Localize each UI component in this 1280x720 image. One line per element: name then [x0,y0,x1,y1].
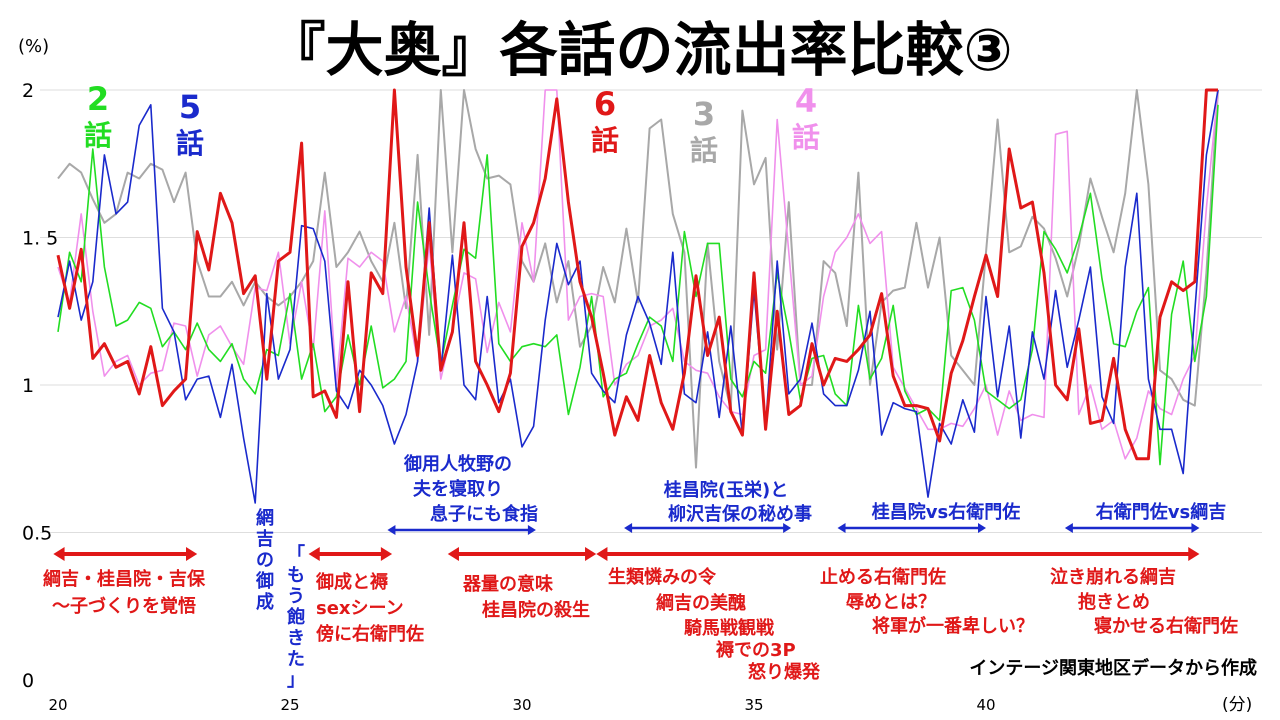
annotation-text: 泣き崩れる綱吉 [1050,566,1176,588]
y-tick-label: 2 [22,80,34,102]
annotation-text: 綱吉の美醜 [656,592,746,614]
series-line-2話 [57,104,1219,466]
annotation-arrow-head-right [783,523,792,533]
annotation-text: 将軍が一番卑しい？ [872,615,1034,637]
annotation-text: 右衛門佐vs綱吉 [1096,501,1226,523]
source-note: インテージ関東地区データから作成 [969,657,1257,679]
annotation-text: 息子にも食指 [430,503,538,525]
y-tick-label: 1. 5 [22,228,58,250]
annotation-vertical-char: の [256,550,274,571]
x-tick-label: 40 [976,696,995,714]
annotation-arrow-head-left [624,523,633,533]
series-label-number: 2 [87,80,109,118]
series-label-number: 6 [594,85,616,123]
annotation-arrow-head-right [1191,523,1200,533]
annotation-vertical-char: も [287,565,305,586]
annotation-text: 寝かせる右衛門佐 [1094,615,1238,637]
annotation-vertical-char: 飽 [286,606,305,628]
annotation-arrow-head-left [53,547,65,561]
annotation-text: 御用人牧野の [403,453,512,475]
annotation-text: 怒り爆発 [748,661,821,683]
x-tick-label: 25 [280,696,299,714]
annotation-vertical-char: 「 [287,543,305,565]
annotation-text: 柳沢吉保の秘め事 [668,503,812,525]
x-tick-label: 20 [48,696,67,714]
x-tick-label: 30 [512,696,531,714]
annotation-arrow-head-right [978,523,986,533]
annotation-text: 騎馬戦観戦 [684,617,775,639]
annotation-text: 生類憐みの令 [608,566,717,588]
annotation-text: 褥での3P [715,639,796,661]
series-label-kanji: 話 [176,127,204,160]
series-label-kanji: 話 [84,119,112,152]
y-tick-label: 0.5 [22,523,52,545]
chart-title: 『大奥』各話の流出率比較③ [267,16,1012,84]
annotation-vertical-char: た [287,649,305,670]
annotation-text: 綱吉・桂昌院・吉保 [43,568,206,590]
annotation-vertical-char: う [287,586,305,607]
annotation-vertical-char: 成 [256,591,274,613]
annotation-arrow-head-right [585,547,597,561]
annotation-vertical-char: 吉 [256,528,274,550]
annotation-vertical-char: 網 [256,507,274,529]
annotation-vertical-char: 」 [287,670,305,691]
y-tick-label: 1 [22,375,34,397]
annotation-arrow-head-left [1064,523,1073,533]
annotation-text: 夫を寝取り [413,478,503,500]
annotation-text: 傍に右衛門佐 [316,623,424,645]
annotation-arrow-head-left [308,547,320,561]
annotation-text: 桂昌院(玉栄)と [663,479,788,501]
annotation-vertical-char: き [287,628,305,649]
y-tick-label: 0 [22,670,34,692]
annotation-arrow-head-right [186,547,198,561]
annotation-arrow-head-right [527,525,536,535]
annotation-arrow-head-left [596,547,608,561]
annotation-text: sexシーン [316,598,404,619]
annotation-text: 抱きとめ [1078,591,1150,613]
annotation-arrow-head-left [837,523,846,533]
annotation-text: 桂昌院の殺生 [481,599,590,621]
series-label-number: 3 [693,95,715,133]
annotation-arrow-head-left [447,547,459,561]
series-label-number: 5 [179,88,201,126]
annotation-text: ～子づくりを覚悟 [52,595,196,617]
annotation-text: 器量の意味 [462,573,553,595]
series-line-6話 [56,88,1218,461]
y-axis-unit-label: (%) [18,36,49,57]
series-line-3話 [57,89,1219,469]
annotation-text: 止める右衛門佐 [820,566,946,588]
annotation-vertical-char: 御 [255,570,274,592]
annotation-arrow-head-left [387,525,396,535]
annotation-text: 御成と褥 [315,571,389,593]
annotation-text: 桂昌院vs右衛門佐 [871,501,1020,523]
series-label-number: 4 [795,82,817,120]
series-label-kanji: 話 [690,134,718,167]
series-lines [56,88,1219,504]
series-line-5話 [57,89,1219,504]
series-label-kanji: 話 [792,121,820,154]
annotation-arrow-head-right [1188,547,1200,561]
gridlines [40,89,1262,533]
annotation-arrow-head-right [380,547,393,561]
x-tick-label: 35 [744,696,763,714]
series-label-kanji: 話 [591,124,619,157]
annotation-text: 辱めとは？ [846,592,936,613]
x-axis-unit-label: (分) [1222,695,1252,715]
series-line-4話 [57,89,1219,460]
